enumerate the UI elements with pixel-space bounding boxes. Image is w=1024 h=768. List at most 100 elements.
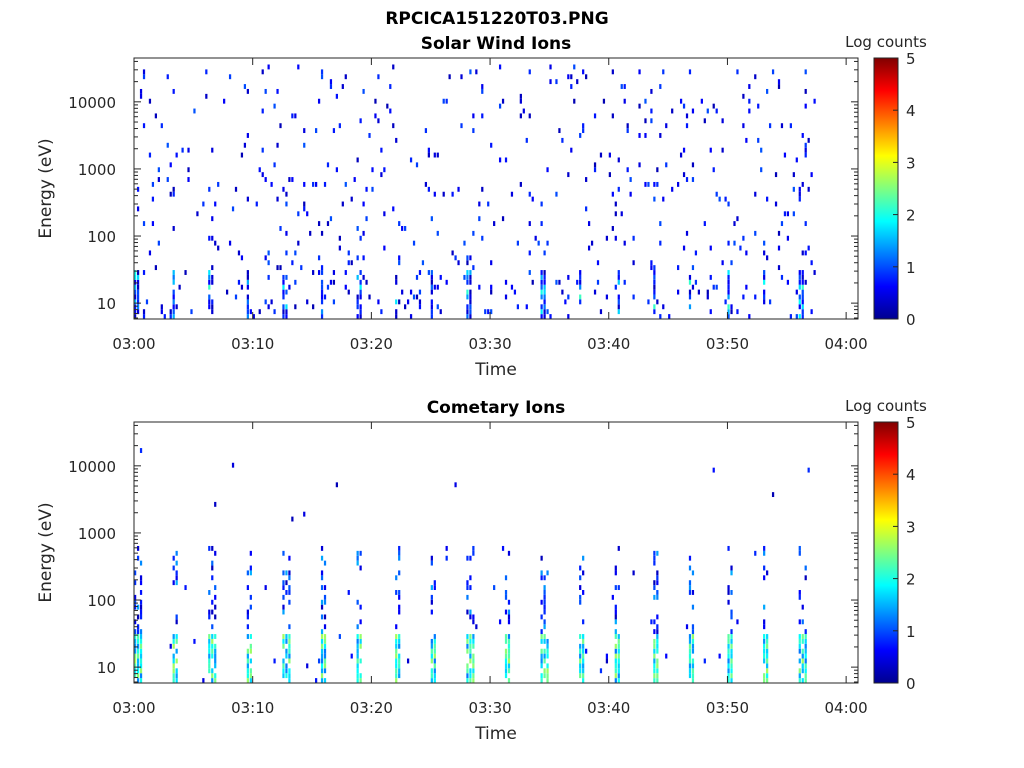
data-cell [727,545,730,551]
data-cell [766,653,769,659]
data-cell [341,201,344,207]
data-cell [709,245,712,251]
data-cell [136,186,140,192]
data-cell [691,265,695,271]
data-cell [356,294,359,300]
data-cell [757,103,760,109]
data-cell [579,299,582,305]
data-cell [780,221,784,227]
data-cell [187,167,190,173]
data-cell [134,673,137,679]
data-cell [727,284,730,290]
data-cell [727,309,730,315]
data-cell [463,240,466,246]
data-cell [433,678,436,683]
data-cell [175,638,178,644]
data-cell [172,314,175,319]
data-cell [457,186,460,192]
data-cell [430,299,433,305]
data-cell [507,643,511,649]
data-cell [282,186,285,192]
data-cell [249,604,252,610]
data-cell [540,678,543,683]
data-cell [801,658,804,664]
data-cell [730,678,733,683]
data-cell [172,658,175,664]
data-cell [519,93,522,99]
data-cell [617,673,620,679]
data-cell [688,634,692,639]
data-cell [136,663,140,669]
data-cell [611,594,614,600]
data-cell [320,570,324,576]
spectrogram-cells [134,448,810,683]
data-cell [543,668,546,674]
data-cell [134,580,137,586]
data-cell [677,289,680,295]
data-cell [246,648,249,654]
data-cell [484,309,487,315]
x-tick-label: 03:10 [231,335,274,353]
data-cell [656,643,659,649]
data-cell [617,585,620,591]
data-cell [282,580,285,586]
data-cell [691,284,695,290]
data-cell [795,314,798,319]
data-cell [175,668,178,674]
data-cell [611,191,614,197]
y-tick-label: 10000 [68,94,116,112]
data-cell [656,658,659,664]
data-cell [662,69,665,75]
data-cell [445,555,448,561]
data-cell [614,663,617,669]
data-cell [510,191,514,197]
data-cell [469,279,472,285]
data-cell [804,565,807,571]
data-cell [795,157,798,163]
data-cell [208,634,211,639]
data-cell [665,162,668,168]
data-cell [567,172,570,178]
data-cell [395,653,398,659]
data-cell [798,594,801,600]
data-cell [246,673,249,679]
data-cell [142,221,146,227]
data-cell [543,648,546,654]
data-cell [172,279,175,285]
data-cell [134,653,137,659]
data-cell [777,265,781,271]
data-cell [303,206,306,212]
data-cell [246,270,249,275]
data-cell [543,294,546,300]
data-cell [359,643,362,649]
data-cell [727,653,730,659]
data-cell [543,299,546,305]
data-cell [401,226,404,231]
data-cell [395,638,398,644]
data-cell [798,678,801,683]
data-cell [175,304,178,310]
data-cell [650,619,653,625]
data-cell [398,260,401,266]
data-cell [801,648,804,654]
data-cell [344,270,347,275]
data-cell [208,270,211,275]
data-cell [504,638,508,644]
data-cell [582,658,585,664]
data-cell [285,304,288,310]
data-cell [356,668,359,674]
data-cell [303,142,306,148]
data-cell [617,299,620,305]
x-tick-label: 03:20 [350,699,393,717]
data-cell [543,624,546,630]
data-cell [356,643,359,649]
data-cell [472,663,475,669]
data-cell [395,678,398,683]
data-cell [742,235,745,241]
data-cell [582,668,585,674]
data-cell [350,196,353,202]
data-cell [653,270,656,275]
data-cell [214,604,217,610]
data-cell [320,653,324,659]
data-cell [688,580,692,586]
